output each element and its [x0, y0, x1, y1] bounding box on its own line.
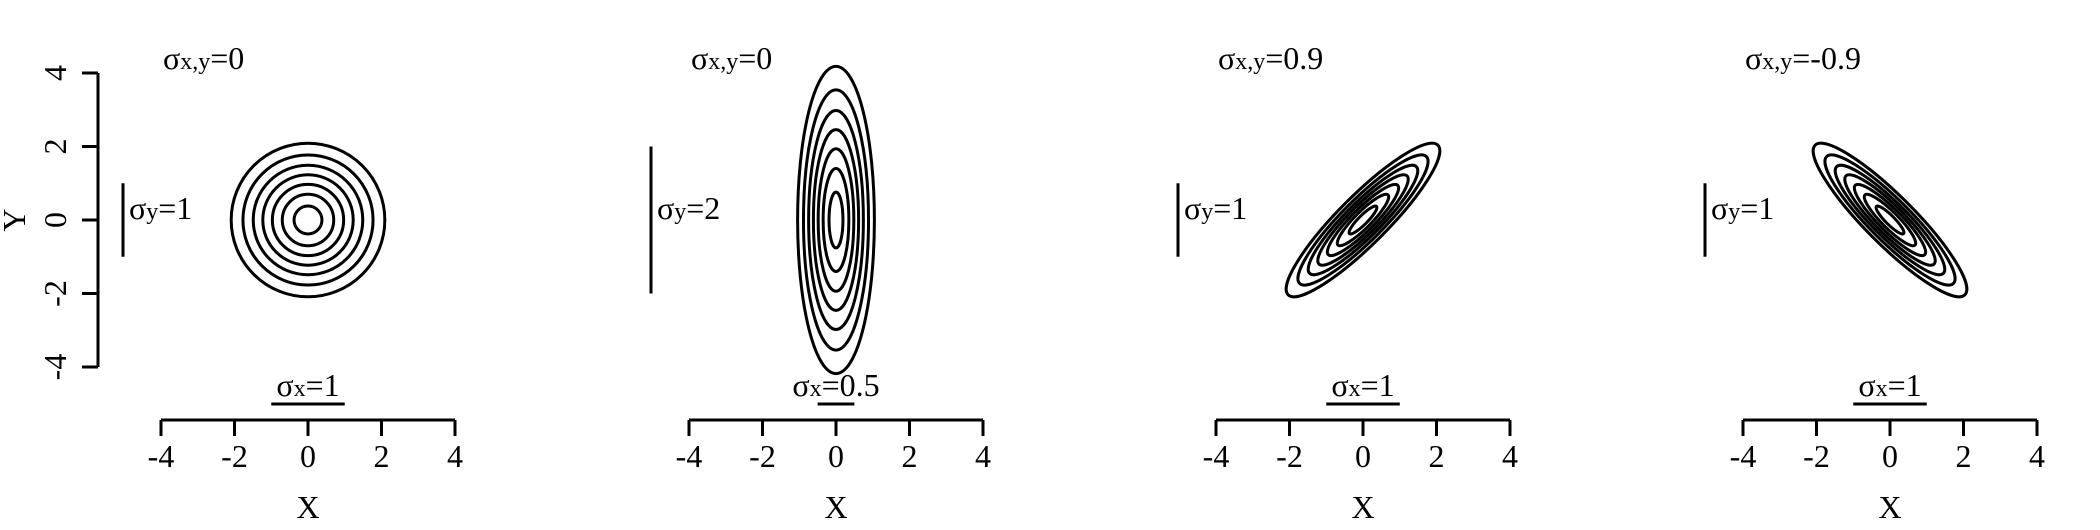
sigma-y-label: σy=1: [1711, 190, 1774, 226]
x-tick-label: -4: [1730, 438, 1757, 474]
x-tick-label: -2: [1803, 438, 1830, 474]
contour-line: [1284, 141, 1442, 299]
contour-line: [1862, 192, 1918, 248]
contour-line: [1316, 173, 1410, 267]
x-tick-label: 4: [1502, 438, 1518, 474]
y-tick-label: 0: [37, 212, 73, 228]
panel-2: σx,y=0 σy=2 σx=0.5 -4 -2 0 2 4 X: [649, 40, 991, 525]
sigma-x-label: σx=1: [276, 367, 339, 403]
sigma-xy-label: σx,y=0: [691, 40, 772, 76]
contour-line: [229, 141, 387, 299]
x-tick-label: 0: [1355, 438, 1371, 474]
x-tick-label: 0: [828, 438, 844, 474]
contour-line: [1823, 153, 1957, 287]
sigma-xy-label: σx,y=-0.9: [1745, 40, 1861, 76]
sigma-x-label: σx=0.5: [792, 367, 879, 403]
contour-line: [251, 163, 365, 277]
contour-line: [801, 88, 871, 352]
contour-line: [292, 204, 324, 236]
sigma-xy-label: σx,y=0.9: [1218, 40, 1323, 76]
y-tick-label: -4: [37, 354, 73, 381]
contour-line: [807, 108, 865, 332]
x-axis: -4 -2 0 2 4 X: [1730, 418, 2045, 525]
x-tick-label: -4: [148, 438, 175, 474]
x-tick-label: -4: [676, 438, 703, 474]
x-tick-label: -4: [1203, 438, 1230, 474]
panel-3: σx,y=0.9 σy=1 σx=1 -4 -2 0 2 4 X: [1176, 40, 1518, 525]
x-axis-title: X: [824, 489, 847, 525]
contour-line: [811, 128, 861, 312]
y-tick-label: 2: [37, 139, 73, 155]
x-axis: -4 -2 0 2 4 X: [148, 418, 463, 525]
x-tick-label: 4: [975, 438, 991, 474]
sigma-y-label: σy=1: [1184, 190, 1247, 226]
panel-1: σx,y=0 σy=1 σx=1 -4 -2 0 2 4 X -4 -2 0 2 4 Y: [0, 40, 463, 525]
x-tick-label: 4: [447, 438, 463, 474]
x-tick-label: 0: [1882, 438, 1898, 474]
sigma-y-label: σy=1: [129, 190, 192, 226]
x-tick-label: 0: [300, 438, 316, 474]
contour-line: [1811, 141, 1969, 299]
y-axis: -4 -2 0 2 4 Y: [0, 65, 100, 381]
x-tick-label: -2: [1276, 438, 1303, 474]
x-tick-label: 2: [374, 438, 390, 474]
contour-line: [821, 167, 851, 273]
x-tick-label: 2: [1429, 438, 1445, 474]
contour-line: [816, 147, 856, 293]
contour-line: [261, 173, 355, 267]
contour-line: [1296, 153, 1430, 287]
sigma-xy-label: σx,y=0: [163, 40, 244, 76]
y-tick-label: 4: [37, 65, 73, 81]
contour-line: [1843, 173, 1937, 267]
x-axis-title: X: [1351, 489, 1374, 525]
contour-line: [280, 192, 336, 248]
panel-4: σx,y=-0.9 σy=1 σx=1 -4 -2 0 2 4 X: [1703, 40, 2045, 525]
sigma-x-label: σx=1: [1331, 367, 1394, 403]
contour-line: [1347, 204, 1379, 236]
x-axis: -4 -2 0 2 4 X: [1203, 418, 1518, 525]
contour-line: [1335, 192, 1391, 248]
contour-line: [1874, 204, 1906, 236]
contour-line: [1306, 163, 1420, 277]
contour-line: [827, 190, 845, 250]
x-tick-label: -2: [221, 438, 248, 474]
x-axis-title: X: [1878, 489, 1901, 525]
contour-set: [796, 64, 876, 376]
y-axis-title: Y: [0, 208, 32, 231]
x-axis: -4 -2 0 2 4 X: [676, 418, 991, 525]
contour-line: [1833, 163, 1947, 277]
contour-line: [1852, 182, 1928, 258]
x-tick-label: 2: [902, 438, 918, 474]
contour-line: [270, 182, 346, 258]
x-tick-label: 4: [2029, 438, 2045, 474]
contour-set: [1811, 141, 1969, 299]
contour-line: [1325, 182, 1401, 258]
x-tick-label: 2: [1956, 438, 1972, 474]
y-tick-label: -2: [37, 280, 73, 307]
sigma-y-label: σy=2: [657, 190, 720, 226]
contour-line: [796, 64, 876, 376]
x-axis-title: X: [296, 489, 319, 525]
contour-line: [241, 153, 375, 287]
contour-set: [229, 141, 387, 299]
contour-set: [1284, 141, 1442, 299]
x-tick-label: -2: [749, 438, 776, 474]
sigma-x-label: σx=1: [1858, 367, 1921, 403]
